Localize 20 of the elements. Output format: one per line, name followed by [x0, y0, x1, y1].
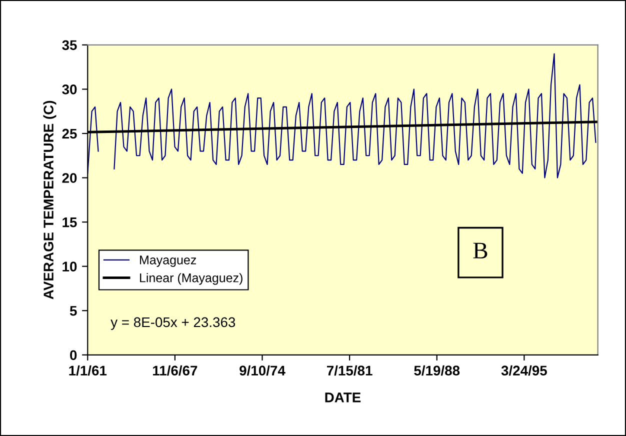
y-tick-label: 35	[62, 40, 77, 50]
y-tick-label: 0	[70, 350, 77, 360]
y-tick-label: 10	[62, 262, 77, 272]
y-tick-label: 5	[70, 306, 77, 316]
x-tick-label: 3/24/95	[501, 365, 547, 376]
x-tick-label: 5/19/88	[414, 365, 460, 376]
x-tick-label: 11/6/67	[153, 365, 198, 376]
x-tick-label: 1/1/61	[69, 365, 107, 376]
y-tick-label: 20	[62, 173, 77, 183]
y-tick-label: 25	[62, 128, 77, 139]
y-axis-title: AVERAGE TEMPERATURE (C)	[43, 100, 56, 300]
annotation: B	[473, 242, 488, 258]
x-tick-label: 7/15/81	[326, 365, 372, 376]
y-tick-label: 15	[62, 218, 77, 228]
x-tick-label: 9/10/74	[240, 365, 286, 376]
legend-label: Linear (Mayaguez)	[140, 273, 242, 285]
x-axis-title: DATE	[325, 392, 361, 402]
legend-label: Mayaguez	[140, 256, 196, 267]
y-tick-label: 30	[62, 84, 77, 94]
annotation: y = 8E-05x + 23.363	[110, 317, 236, 330]
